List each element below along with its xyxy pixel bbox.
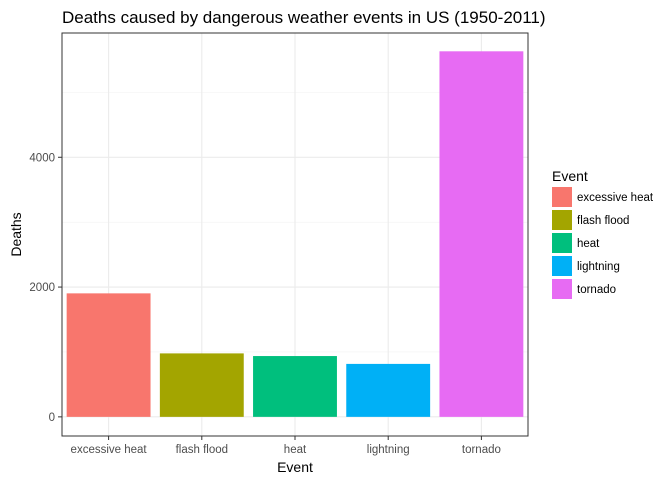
x-tick-label: excessive heat xyxy=(71,444,148,456)
bar-heat xyxy=(253,356,337,417)
legend-title: Event xyxy=(552,168,588,184)
legend-label: heat xyxy=(577,238,600,250)
y-tick-label: 4000 xyxy=(29,152,55,164)
legend-key-tornado xyxy=(552,279,572,299)
x-tick-label: tornado xyxy=(462,444,501,456)
x-tick-label: flash flood xyxy=(176,444,228,456)
y-tick-label: 0 xyxy=(49,412,55,424)
bar-excessive-heat xyxy=(66,293,151,417)
y-axis: 0 2000 4000 xyxy=(29,152,62,424)
y-tick-label: 2000 xyxy=(29,282,55,294)
chart-title: Deaths caused by dangerous weather event… xyxy=(62,8,546,27)
x-tick-label: heat xyxy=(284,444,307,456)
bar-lightning xyxy=(346,363,431,417)
legend-key-flash-flood xyxy=(552,210,572,230)
bar-flash-flood xyxy=(159,353,244,417)
x-axis: excessive heat flash flood heat lightning to… xyxy=(71,436,501,456)
legend: Event excessive heat flash flood heat light… xyxy=(552,168,654,299)
legend-key-excessive-heat xyxy=(552,187,572,207)
legend-label: excessive heat xyxy=(577,192,654,204)
legend-label: lightning xyxy=(577,261,620,273)
legend-label: flash flood xyxy=(577,215,629,227)
x-axis-title: Event xyxy=(277,459,313,475)
bar-tornado xyxy=(439,51,524,417)
legend-key-lightning xyxy=(552,256,572,276)
legend-key-heat xyxy=(552,233,572,253)
x-tick-label: lightning xyxy=(367,444,410,456)
y-axis-title: Deaths xyxy=(8,212,24,256)
bars-group xyxy=(66,51,524,417)
legend-label: tornado xyxy=(577,284,616,296)
